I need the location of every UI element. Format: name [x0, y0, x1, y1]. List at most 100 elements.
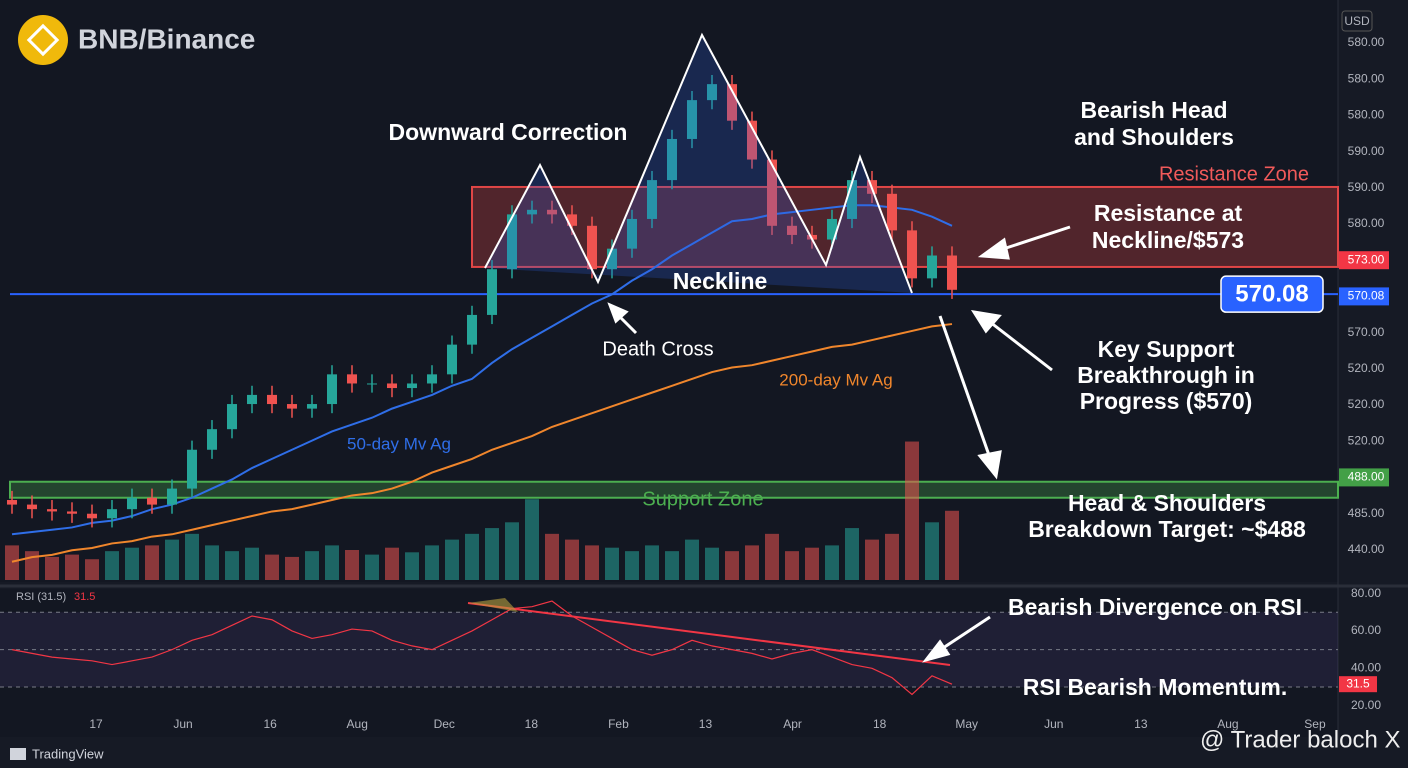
candle-body [387, 383, 397, 389]
volume-bar [5, 545, 19, 580]
candle-body [887, 193, 897, 231]
candle-body [627, 218, 637, 249]
volume-bar [225, 551, 239, 580]
volume-bar [905, 441, 919, 580]
rsi-tick-label: 40.00 [1351, 660, 1381, 674]
annotation: and Shoulders [1074, 124, 1234, 150]
volume-bar [305, 551, 319, 580]
candle-body [127, 497, 137, 510]
volume-bar [145, 545, 159, 580]
volume-bar [845, 528, 859, 580]
x-tick-label: Jun [1044, 717, 1063, 731]
candle-body [227, 404, 237, 430]
candle-body [427, 374, 437, 384]
candle-body [447, 344, 457, 375]
volume-bar [665, 551, 679, 580]
arrow [989, 320, 1053, 372]
volume-bar [345, 550, 359, 580]
brand-logo [10, 748, 26, 760]
volume-bar [625, 551, 639, 580]
candle-body [707, 84, 717, 101]
volume-bar [245, 547, 259, 580]
x-tick-label: 13 [1134, 717, 1148, 731]
candle-body [407, 383, 417, 389]
ma-label: 200-day Mv Ag [779, 370, 892, 389]
divergence-line [467, 602, 951, 666]
candle-body [367, 383, 377, 385]
price-scale-label: 580.00 [1348, 35, 1385, 49]
volume-bar [765, 533, 779, 580]
annotation: Death Cross [602, 338, 713, 360]
x-tick-label: Dec [434, 717, 455, 731]
volume-bar [945, 510, 959, 580]
volume-bar [785, 551, 799, 580]
x-tick-label: Aug [347, 717, 368, 731]
rsi-tag [1339, 676, 1377, 693]
volume-bar [165, 539, 179, 580]
price-scale-label: 573.00 [1348, 252, 1385, 266]
candle-body [787, 225, 797, 235]
zone-label: Resistance Zone [1159, 163, 1309, 185]
currency-box [1341, 10, 1373, 32]
annotation: Neckline/$573 [1092, 227, 1244, 253]
volume-bar [925, 522, 939, 580]
candle-body [327, 374, 337, 405]
volume-bar [805, 547, 819, 580]
candle-body [307, 404, 317, 409]
back-layer [0, 185, 1339, 688]
volume-bar [285, 556, 299, 580]
rsi-value: 31.5 [74, 591, 95, 603]
rsi-tag-text: 31.5 [1346, 676, 1370, 690]
volume-bar [365, 554, 379, 580]
x-tick-label: Aug [1217, 717, 1238, 731]
candle-body [607, 248, 617, 270]
price-pane [0, 0, 1338, 582]
volume-bar [685, 539, 699, 580]
annotation: Bearish Head [1080, 97, 1227, 123]
price-scale-label: 580.00 [1348, 71, 1385, 85]
candle-body [267, 394, 277, 405]
candle-body [927, 255, 937, 279]
annotation: Downward Correction [389, 119, 628, 145]
volume-bar [705, 547, 719, 580]
candle-body [827, 218, 837, 240]
volume-bar [745, 545, 759, 580]
arrow [999, 225, 1071, 252]
volume-bar [545, 533, 559, 580]
front-layer: 580.00 580.00 580.00 590.00 590.00 580.00 573.… [89, 35, 1389, 731]
candle-body [287, 404, 297, 409]
rsi-tick-label: 20.00 [1351, 698, 1381, 712]
pattern-line [484, 32, 913, 294]
price-scale-label: 580.00 [1348, 216, 1385, 230]
volume-bar [565, 539, 579, 580]
volume-bar [425, 545, 439, 580]
annotation: Breakthrough in [1077, 362, 1255, 388]
volume-bar [605, 547, 619, 580]
rsi-tick-label: 60.00 [1351, 623, 1381, 637]
volume-bar [445, 539, 459, 580]
candle-body [27, 504, 37, 510]
x-tick-label: Sep [1304, 717, 1326, 731]
volume-bar [85, 559, 99, 580]
candle-body [207, 429, 217, 450]
volume-bar [105, 551, 119, 580]
candle-body [147, 497, 157, 505]
arrow [939, 615, 991, 652]
candle-body [67, 511, 77, 514]
moving-average [11, 204, 953, 536]
candle-body [907, 230, 917, 279]
ma-label: 50-day Mv Ag [347, 434, 451, 453]
volume-bar [645, 545, 659, 580]
candle-body [507, 214, 517, 270]
candle-body [87, 513, 97, 519]
volume-bar [405, 552, 419, 580]
title: BNB/Binance [78, 23, 255, 54]
volume-bar [585, 545, 599, 580]
divergence-peak [468, 598, 518, 612]
rsi-label: RSI (31.5) [16, 591, 66, 603]
candle-body [947, 255, 957, 290]
annotation: Bearish Divergence on RSI [1008, 594, 1302, 620]
x-tick-label: 16 [263, 717, 277, 731]
candle-body [567, 214, 577, 226]
price-callout [1220, 275, 1324, 313]
